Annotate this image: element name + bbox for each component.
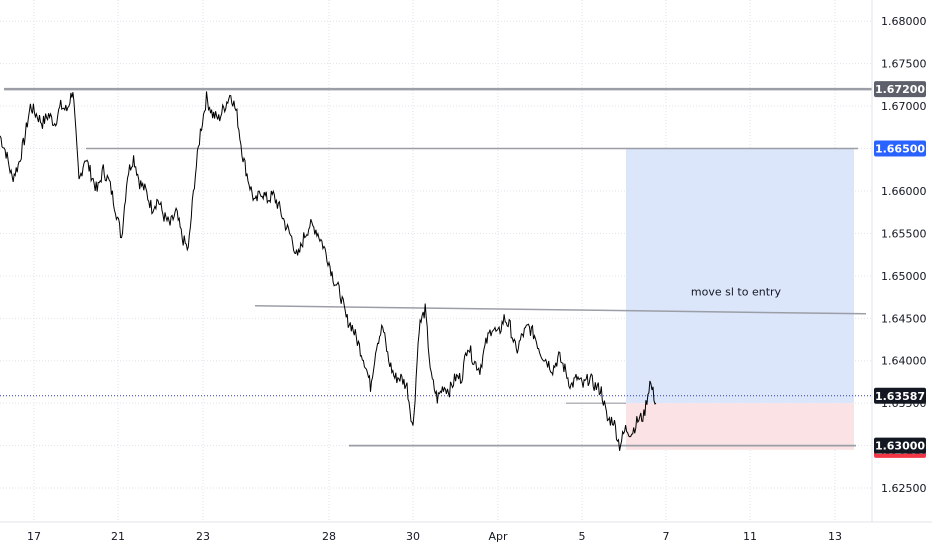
level-tag-1-bg bbox=[874, 81, 926, 98]
x-tick-label: Apr bbox=[488, 530, 508, 543]
x-tick-label: 5 bbox=[579, 530, 586, 543]
x-tick-label: 30 bbox=[406, 530, 420, 543]
y-tick-label: 1.65000 bbox=[881, 270, 927, 283]
y-tick-label: 1.66000 bbox=[881, 185, 927, 198]
position-zones bbox=[626, 148, 854, 450]
target-zone bbox=[626, 148, 854, 404]
price-line bbox=[0, 91, 657, 451]
annotation-label: move sl to entry bbox=[691, 285, 782, 298]
y-tick-label: 1.67000 bbox=[881, 100, 927, 113]
x-tick-label: 17 bbox=[27, 530, 41, 543]
level-line[interactable] bbox=[254, 305, 867, 315]
stop-zone bbox=[626, 403, 854, 450]
x-tick-label: 28 bbox=[322, 530, 336, 543]
x-tick-label: 11 bbox=[743, 530, 757, 543]
y-tick-label: 1.62500 bbox=[881, 482, 927, 495]
horizontal-levels[interactable] bbox=[0, 87, 872, 447]
y-tick-label: 1.67500 bbox=[881, 58, 927, 71]
x-tick-label: 7 bbox=[663, 530, 670, 543]
level-tag-1: 1.67200 bbox=[875, 83, 925, 96]
y-tick-label: 1.64000 bbox=[881, 355, 927, 368]
level-tag-4: 1.63000 bbox=[875, 440, 925, 453]
y-tick-label: 1.68000 bbox=[881, 15, 927, 28]
price-series bbox=[0, 91, 657, 451]
current-price-tag-bg bbox=[874, 387, 926, 404]
y-tick-label: 1.65500 bbox=[881, 227, 927, 240]
level-tag-4-bg bbox=[874, 437, 926, 454]
x-tick-label: 21 bbox=[111, 530, 125, 543]
current-price-tag: 1.63587 bbox=[875, 390, 925, 403]
annotations: move sl to entry bbox=[691, 285, 782, 298]
x-tick-label: 23 bbox=[196, 530, 210, 543]
target-price-tag: 1.66500 bbox=[875, 143, 925, 156]
x-tick-label: 13 bbox=[828, 530, 842, 543]
target-price-tag-bg bbox=[874, 140, 926, 157]
y-tick-label: 1.64500 bbox=[881, 312, 927, 325]
